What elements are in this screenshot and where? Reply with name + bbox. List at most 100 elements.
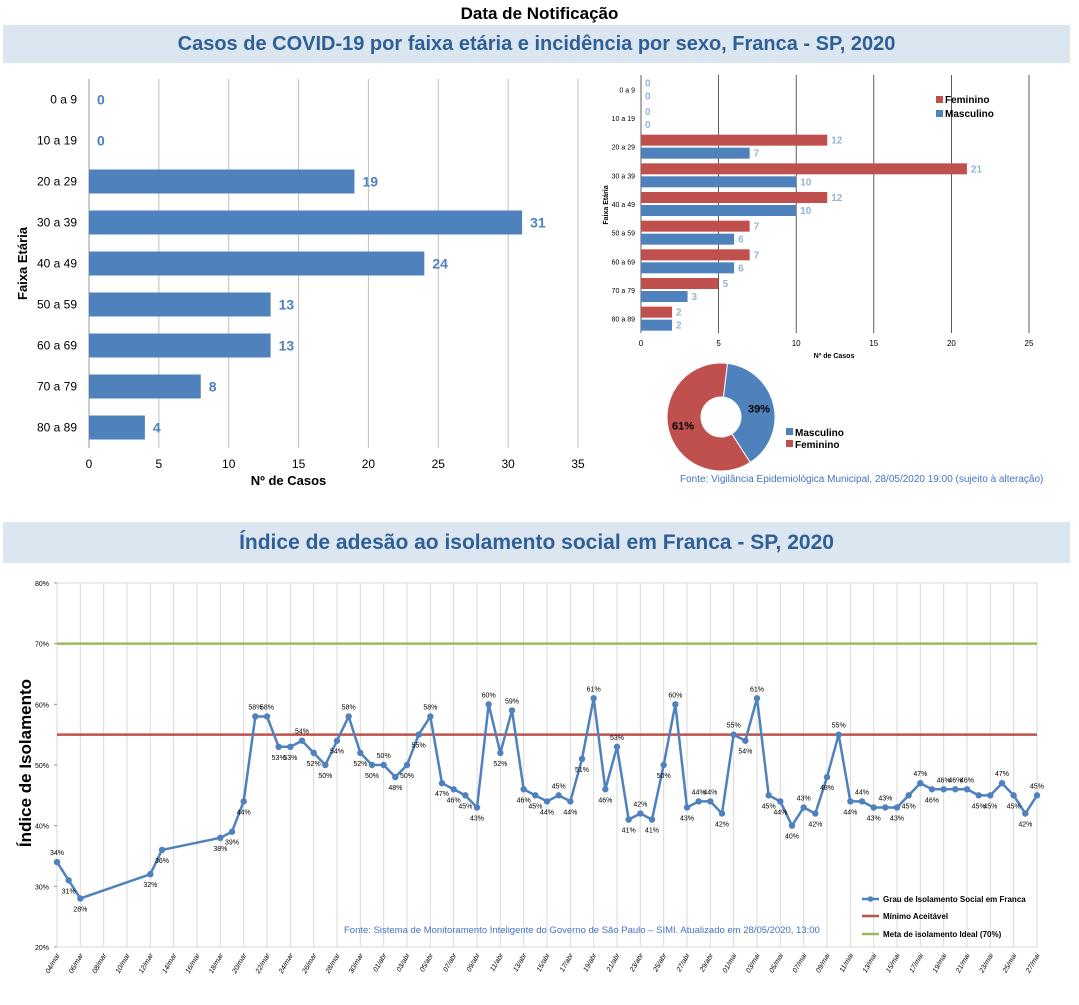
- data-label: 43%: [680, 815, 694, 822]
- data-label: 44%: [237, 809, 251, 816]
- data-point: [228, 828, 236, 835]
- x-tick-label: 17/mai: [908, 952, 925, 974]
- data-label: 13: [279, 297, 295, 313]
- bar: [89, 169, 355, 194]
- data-label: 46%: [598, 797, 612, 804]
- data-point: [450, 786, 457, 793]
- legend-swatch-masculino: [936, 110, 943, 117]
- x-tick-label: 05/abr: [419, 952, 435, 973]
- data-label: 28%: [73, 906, 87, 913]
- data-point: [882, 804, 889, 811]
- y-tick-label: 20 a 29: [612, 145, 635, 152]
- x-tick-label: 5: [716, 339, 721, 348]
- data-point: [53, 858, 61, 866]
- data-label: 43%: [878, 795, 892, 802]
- x-tick-label: 19/mai: [932, 952, 949, 974]
- cases-source-note: Fonte: Vigilância Epidemiológica Municip…: [680, 474, 1044, 485]
- legend-swatch-feminino: [936, 96, 943, 103]
- x-tick-label: 03/abr: [396, 952, 412, 973]
- data-point: [847, 798, 854, 805]
- data-label-feminino: 0: [645, 107, 651, 118]
- data-point: [322, 761, 329, 769]
- x-tick-label: 23/mai: [978, 952, 995, 975]
- x-tick-label: 20/mar: [231, 952, 249, 976]
- data-point: [777, 798, 784, 805]
- data-label: 4: [153, 420, 161, 436]
- data-point: [438, 780, 446, 787]
- bar: [89, 374, 201, 399]
- data-label: 45%: [458, 803, 472, 810]
- data-label: 0: [97, 92, 105, 108]
- y-tick-label: 80 a 89: [612, 317, 635, 324]
- data-point: [555, 792, 562, 799]
- legend-label: Meta de isolamento Ideal (70%): [883, 930, 1002, 939]
- x-tick-label: 06/mar: [68, 952, 85, 975]
- bar-feminino: [641, 163, 967, 175]
- x-tick-label: 21/mai: [955, 952, 972, 975]
- data-point: [310, 749, 317, 757]
- data-label-feminino: 2: [676, 308, 682, 319]
- data-point: [613, 743, 621, 750]
- x-tick-label: 10/mar: [115, 952, 132, 975]
- x-tick-label: 04/mar: [45, 952, 62, 975]
- data-point: [287, 743, 294, 750]
- x-tick-label: 05/mai: [768, 952, 785, 974]
- data-point: [1033, 792, 1041, 799]
- bar-masculino: [641, 147, 750, 159]
- data-label: 47%: [913, 771, 927, 778]
- data-label: 58%: [342, 704, 356, 711]
- data-label: 54%: [330, 749, 344, 756]
- x-tick-label: 11/mai: [839, 952, 856, 974]
- data-label: 46%: [447, 797, 461, 804]
- data-label-feminino: 21: [971, 164, 983, 175]
- data-label: 43%: [867, 815, 881, 822]
- x-tick-label: 27/abr: [675, 952, 692, 974]
- data-label: 50%: [365, 773, 379, 780]
- data-point: [952, 786, 959, 793]
- data-label: 55%: [412, 743, 426, 750]
- data-point: [660, 761, 667, 769]
- data-point: [602, 786, 609, 793]
- y-tick-label: 70 a 79: [612, 288, 635, 295]
- data-point: [788, 822, 796, 829]
- bar-feminino: [641, 278, 719, 289]
- bar-feminino: [641, 192, 828, 203]
- data-label: 43%: [797, 795, 811, 802]
- data-label-feminino: 7: [754, 250, 760, 261]
- data-point: [77, 895, 84, 902]
- data-label: 61%: [750, 686, 764, 693]
- data-point: [625, 816, 632, 823]
- data-label: 44%: [843, 809, 857, 816]
- bar-feminino: [641, 134, 828, 146]
- x-tick-label: 12/mar: [138, 952, 155, 975]
- bar-masculino: [641, 176, 797, 188]
- data-point: [975, 792, 982, 799]
- data-point: [812, 810, 819, 817]
- data-label: 44%: [540, 809, 554, 816]
- data-label: 46%: [517, 797, 531, 804]
- data-label: 59%: [505, 698, 519, 705]
- x-tick-label: 22/mar: [254, 952, 272, 976]
- data-label-masculino: 3: [692, 292, 698, 303]
- data-label: 53%: [610, 735, 624, 742]
- x-tick-label: 5: [156, 457, 163, 471]
- data-point: [753, 695, 761, 702]
- data-label: 45%: [1030, 783, 1044, 790]
- data-point: [275, 743, 282, 750]
- data-point: [263, 713, 271, 720]
- data-point: [333, 737, 341, 744]
- y-tick-label: 20%: [35, 945, 49, 952]
- data-label: 0: [97, 133, 105, 149]
- data-point: [485, 701, 492, 708]
- x-tick-label: 30/mar: [348, 952, 365, 975]
- data-label: 55%: [727, 723, 741, 730]
- data-label: 41%: [622, 828, 636, 835]
- x-tick-label: 24/mar: [278, 952, 296, 976]
- data-label: 58%: [260, 704, 274, 711]
- data-point: [917, 780, 924, 787]
- x-tick-label: 35: [571, 457, 585, 471]
- data-label: 45%: [1007, 803, 1021, 810]
- bar-masculino: [641, 205, 797, 216]
